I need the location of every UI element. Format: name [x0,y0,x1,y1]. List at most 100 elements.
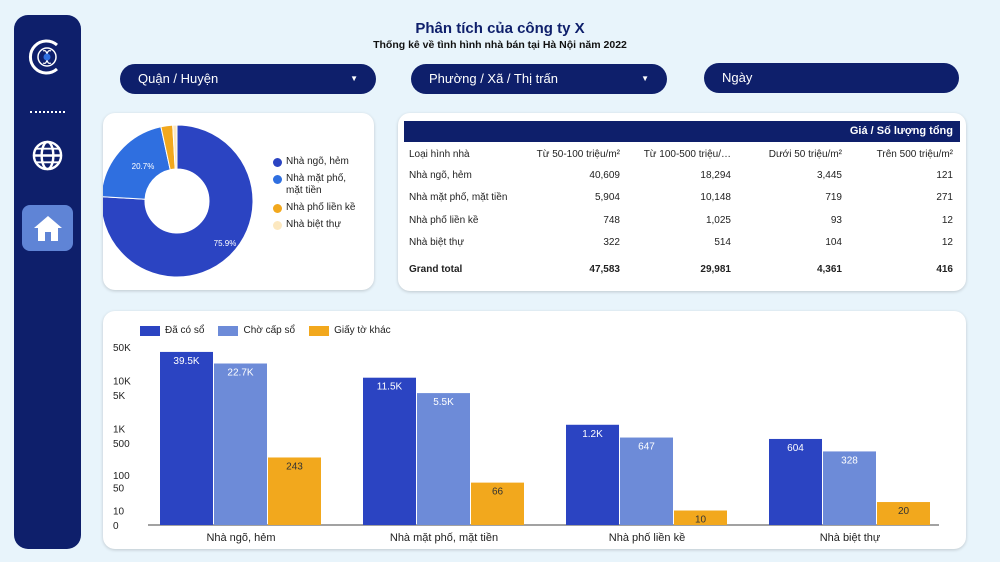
slice-label: 20.7% [132,162,155,171]
pie-legend-item: Nhà ngõ, hẻm [273,156,363,168]
x-category-label: Nhà mặt phố, mặt tiền [390,532,498,544]
bar[interactable] [160,351,213,525]
sidebar [14,15,81,549]
y-tick-label: 50K [113,343,131,354]
legend-label: Giấy tờ khác [334,325,391,336]
bar-value-label: 243 [286,461,303,472]
legend-swatch [140,325,160,336]
legend-dot [273,221,282,230]
legend-label: Nhà phố liền kề [286,202,356,213]
caret-down-icon: ▼ [350,74,358,83]
table-cell: 18,294 [700,169,731,181]
column-header[interactable]: Trên 500 triệu/m² [876,148,953,160]
district-dropdown[interactable]: Quận / Huyện ▼ [120,64,376,94]
y-tick-label: 1K [113,425,126,436]
grouped-bar-chart: 0 10 50 100 500 1K 5K 10K 50K 39.5K 22.7K 243 Nhà ng… [113,343,939,544]
pivot-table: Loại hình nhà Từ 50-100 triệu/m² Từ 100-… [404,144,960,284]
globe-icon[interactable] [31,139,64,172]
table-cell: Nhà ngõ, hẻm [409,169,472,181]
legend-swatch [218,325,239,336]
legend-dot [273,175,282,184]
bar[interactable] [823,451,876,525]
column-header[interactable]: Loại hình nhà [409,148,470,160]
bar-value-label: 11.5K [377,382,403,393]
legend-swatch [309,325,330,336]
legend-dot [273,204,282,213]
pie-slice[interactable] [172,124,178,170]
y-tick-label: 0 [113,521,119,532]
donut-chart: 75.9% 20.7% [103,124,254,278]
column-header[interactable]: Từ 50-100 triệu/m² [536,148,620,160]
table-cell: 104 [825,237,842,249]
table-cell: 1,025 [705,214,731,226]
bar[interactable] [620,437,673,525]
table-row: Nhà ngõ, hẻm 40,609 18,294 3,445 121 [404,164,960,187]
y-tick-label: 100 [113,471,130,482]
legend-label: Chờ cấp sổ [243,325,296,336]
date-filter-label: Ngày [722,70,753,85]
legend-label: Đã có sổ [165,325,205,336]
bar[interactable] [268,457,321,525]
table-row: Nhà phố liền kề 748 1,025 93 12 [404,209,960,232]
bar-value-label: 39.5K [173,356,199,367]
page-subtitle: Thống kê về tình hình nhà bán tại Hà Nội… [373,39,627,51]
legend-label: Nhà biệt thự [286,219,342,230]
table-cell: 416 [936,263,953,275]
legend-dot [273,158,282,167]
table-cell: 12 [941,237,953,249]
bar-value-label: 22.7K [227,367,253,378]
column-header[interactable]: Dưới 50 triệu/m² [768,148,842,160]
x-category-label: Nhà biệt thự [820,532,881,544]
bar-legend-item: Đã có sổ [140,325,204,336]
bar[interactable] [363,377,416,525]
bar-chart-card: 0 10 50 100 500 1K 5K 10K 50K 39.5K 22.7K 243 Nhà ng… [103,311,966,549]
bar-value-label: 647 [638,442,655,453]
slice-label: 75.9% [214,239,237,248]
column-header[interactable]: Từ 100-500 triệu/… [643,148,731,160]
pie-legend-item: Nhà phố liền kề [273,202,363,214]
bar-legend: Đã có sổ Chờ cấp sổ Giấy tờ khác [140,325,391,336]
bar-value-label: 10 [695,515,707,526]
y-tick-label: 10 [113,507,125,518]
bar-value-label: 5.5K [433,397,454,408]
bar[interactable] [566,424,619,525]
table-cell: 514 [714,237,731,249]
bar-value-label: 328 [841,455,858,466]
bar-legend-item: Chờ cấp sổ [218,325,295,336]
x-category-label: Nhà ngõ, hẻm [206,532,275,544]
bar[interactable] [214,363,267,525]
table-cell: 719 [825,192,842,204]
caret-down-icon: ▼ [641,74,649,83]
bar[interactable] [877,502,930,525]
y-tick-label: 10K [113,377,131,388]
legend-label: Nhà mặt phố, mặt tiền [286,173,347,196]
table-cell: Grand total [409,263,463,275]
pivot-table-card: Giá / Số lượng tổng Loại hình nhà Từ 50-… [398,113,966,291]
bar[interactable] [674,510,727,525]
pie-slice[interactable] [103,126,171,200]
table-cell: Nhà mặt phố, mặt tiền [409,192,508,204]
ward-dropdown[interactable]: Phường / Xã / Thị trấn ▼ [411,64,667,94]
bar[interactable] [471,482,524,525]
bar-value-label: 604 [787,443,804,454]
home-button[interactable] [22,205,73,251]
table-cell: 121 [936,169,953,181]
pie-slice[interactable] [103,124,254,278]
table-cell: 10,148 [700,192,731,204]
pie-chart-card: 75.9% 20.7% Nhà ngõ, hẻm Nhà mặt phố, mặt… [103,113,374,290]
table-row: Nhà mặt phố, mặt tiền 5,904 10,148 719 2… [404,187,960,210]
bar-legend-item: Giấy tờ khác [309,325,391,336]
table-cell: 322 [603,237,620,249]
table-cell: 93 [830,214,842,226]
date-filter[interactable]: Ngày [704,63,959,93]
table-cell: 29,981 [700,263,731,275]
y-tick-label: 50 [113,484,125,495]
table-cell: 4,361 [816,263,842,275]
bar[interactable] [417,393,470,525]
bar[interactable] [769,438,822,525]
sidebar-divider [30,111,65,113]
home-icon [33,216,62,241]
table-row: Nhà biệt thự 322 514 104 12 [404,232,960,255]
pie-legend-item: Nhà biệt thự [273,219,363,231]
table-cell: Nhà biệt thự [409,237,465,249]
